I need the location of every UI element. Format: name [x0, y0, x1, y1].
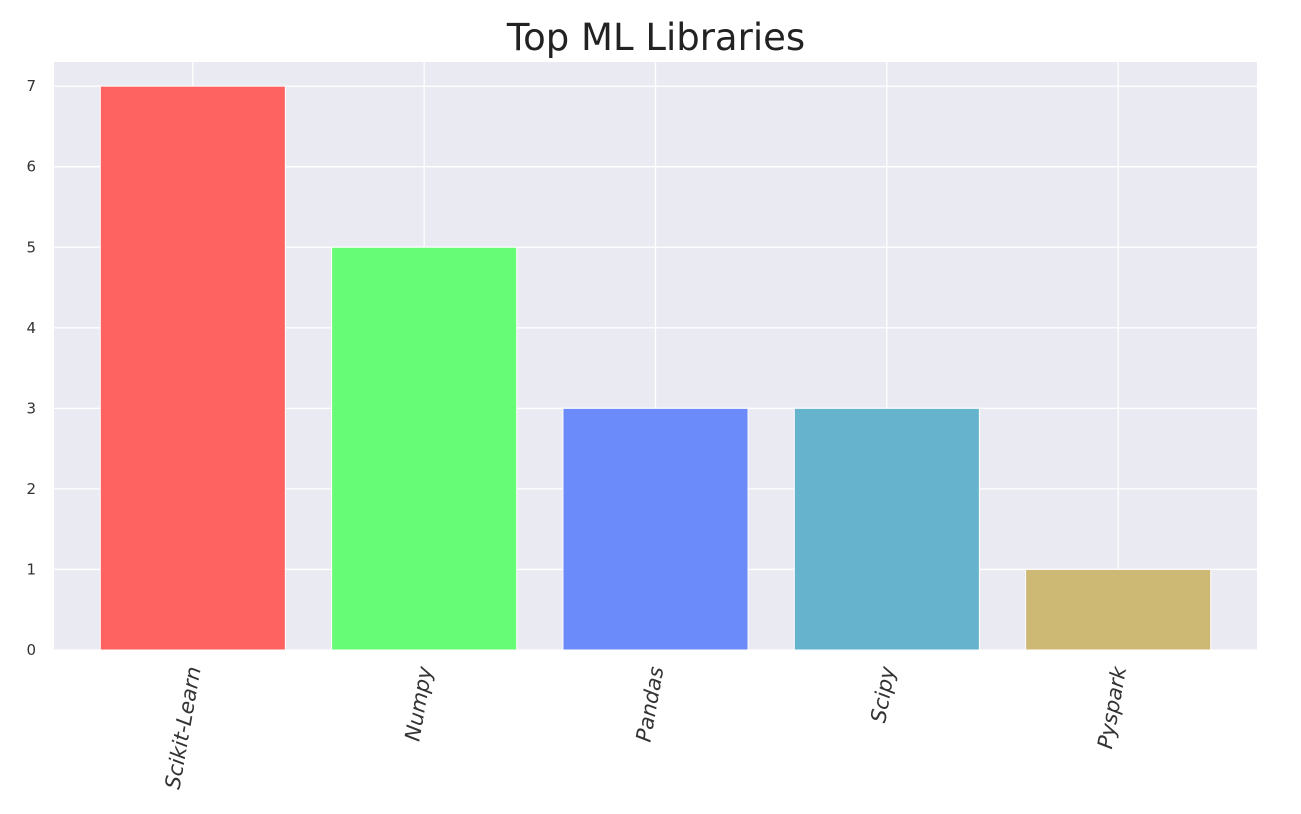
bar-scipy — [793, 407, 980, 651]
bar-scikit-learn — [99, 85, 286, 651]
x-tick-label: Pyspark — [1093, 664, 1131, 751]
x-tick-label: Scikit-Learn — [161, 665, 206, 791]
y-tick-label: 5 — [26, 238, 36, 256]
y-tick-label: 0 — [26, 641, 36, 659]
x-tick-label: Numpy — [400, 664, 437, 743]
y-tick-label: 7 — [26, 77, 36, 95]
y-tick-label: 4 — [26, 319, 36, 337]
y-tick-label: 6 — [26, 158, 36, 176]
y-tick-label: 3 — [26, 399, 36, 417]
chart-title: Top ML Libraries — [506, 16, 805, 59]
bar-pandas — [562, 407, 749, 651]
x-tick-label: Pandas — [632, 665, 669, 744]
bar-numpy — [331, 246, 518, 651]
bars — [99, 85, 1212, 651]
x-axis-ticks: Scikit-Learn Numpy Pandas Scipy Pyspark — [161, 664, 1132, 791]
y-tick-label: 2 — [26, 480, 36, 498]
y-axis-ticks: 0 1 2 3 4 5 6 7 — [26, 77, 36, 659]
y-tick-label: 1 — [26, 560, 36, 578]
bar-pyspark — [1025, 568, 1212, 651]
x-tick-label: Scipy — [866, 664, 900, 724]
